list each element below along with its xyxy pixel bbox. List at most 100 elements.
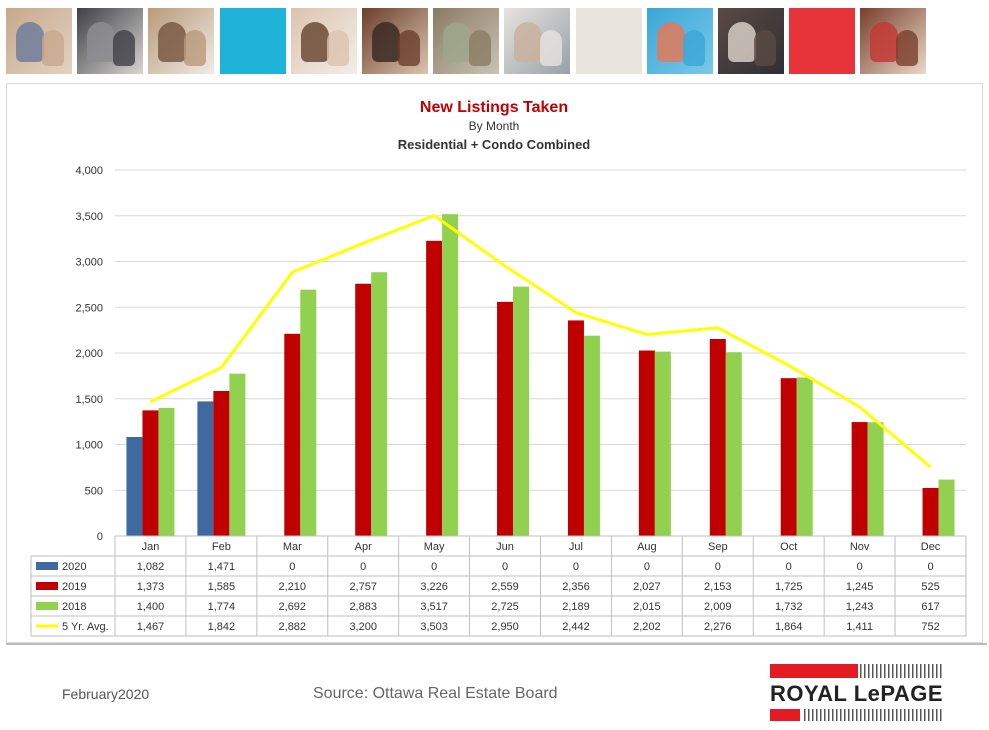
bar-2019 [922,487,939,536]
bar-2019 [213,390,230,536]
y-tick-label: 1,000 [75,440,103,452]
data-label-5yravg: 2,882 [279,621,307,633]
bar-2018 [867,422,884,536]
listings-chart: New Listings Taken By Month Residential + … [30,99,967,637]
data-label-2019: 2,757 [349,581,377,593]
smiling-couple-tile [362,8,428,74]
data-label-2019: 2,153 [704,581,732,593]
data-label-5yravg: 1,411 [846,621,873,633]
data-label-2018: 1,774 [208,601,236,613]
legend-label-2018: 2018 [62,601,86,613]
data-label-2018: 3,517 [420,601,448,613]
logo-top-bars [770,664,942,678]
bar-2020 [197,401,214,536]
bar-2018 [513,286,530,536]
cyan-color-tile [220,8,286,74]
bar-2019 [497,301,514,536]
logo-red-block [770,664,858,678]
data-label-5yravg: 1,467 [137,621,165,633]
y-tick-label: 3,000 [75,257,103,269]
data-label-2020: 0 [927,561,933,573]
y-tick-label: 0 [97,531,103,543]
data-label-5yravg: 2,950 [491,621,519,633]
footer-source: Source: Ottawa Real Estate Board [313,685,558,702]
bar-2019 [355,283,372,536]
logo-wordmark: ROYAL LePAGE [770,681,944,706]
data-label-2020: 1,082 [137,561,165,573]
data-label-2018: 2,009 [704,601,732,613]
data-label-5yravg: 2,202 [633,621,661,633]
phone-hands-tile [77,8,143,74]
bar-2018 [229,373,246,536]
data-label-2020: 0 [289,561,295,573]
y-tick-label: 500 [85,485,103,497]
bar-2018 [796,377,813,536]
hand-laptop-tile [504,8,570,74]
data-label-2020: 0 [715,561,721,573]
photo-strip [6,8,986,74]
royal-lepage-logo: ROYAL LePAGE [770,664,944,724]
chart-frame: New Listings Taken By Month Residential + … [6,83,983,643]
bar-2018 [300,289,317,536]
bar-2019 [142,410,159,536]
legend-key-2019 [36,582,58,590]
data-label-2020: 0 [360,561,366,573]
y-tick-label: 3,500 [75,211,103,223]
x-tick-label: Jun [496,541,514,553]
bar-2018 [158,407,175,536]
bar-2019 [709,339,726,536]
chart-title: New Listings Taken [420,99,568,116]
data-label-5yravg: 2,276 [704,621,732,633]
red-color-tile [789,8,855,74]
bar-2018 [938,479,955,536]
bar-2019 [638,350,655,536]
x-tick-label: Mar [283,541,302,553]
beige-color-tile [576,8,642,74]
x-tick-label: Dec [921,541,941,553]
data-label-2018: 2,189 [562,601,590,613]
family-photo-tile [6,8,72,74]
data-label-2019: 525 [921,581,939,593]
data-label-5yravg: 3,200 [349,621,377,633]
pool-child-tile [647,8,713,74]
data-label-2018: 1,732 [775,601,803,613]
chart-subtitle-2: Residential + Condo Combined [398,137,591,152]
footer-date: February2020 [62,686,150,702]
legend-key-2020 [36,562,58,570]
x-tick-label: May [424,541,445,553]
bar-2018 [442,214,459,536]
data-label-2018: 2,883 [349,601,377,613]
bar-2019 [780,378,797,536]
data-label-5yravg: 1,842 [208,621,236,633]
data-label-2019: 2,559 [491,581,519,593]
bar-2019 [426,240,443,537]
data-label-2019: 1,725 [775,581,803,593]
x-tick-label: Oct [780,541,797,553]
bar-2018 [583,335,600,536]
bar-2018 [725,352,742,536]
data-label-2020: 1,471 [208,561,236,573]
x-tick-label: Nov [850,541,870,553]
x-tick-label: Jan [142,541,160,553]
legend-label-2019: 2019 [62,581,86,593]
legend-label-5yravg: 5 Yr. Avg. [62,621,109,633]
data-label-2018: 1,243 [846,601,874,613]
data-label-2020: 0 [573,561,579,573]
data-label-5yravg: 752 [921,621,939,633]
data-label-5yravg: 3,503 [420,621,448,633]
y-tick-label: 2,500 [75,302,103,314]
father-child-tile [860,8,926,74]
data-label-2019: 2,356 [562,581,590,593]
data-label-2019: 2,027 [633,581,661,593]
data-label-2020: 0 [644,561,650,573]
y-tick-label: 1,500 [75,394,103,406]
logo-ticks-2 [804,709,942,721]
meeting-tablet-tile [718,8,784,74]
data-label-2019: 2,210 [279,581,307,593]
data-label-5yravg: 2,442 [562,621,590,633]
data-label-2018: 2,725 [491,601,519,613]
data-label-2018: 1,400 [137,601,165,613]
y-tick-label: 2,000 [75,348,103,360]
data-label-2020: 0 [431,561,437,573]
logo-ticks [860,664,942,678]
